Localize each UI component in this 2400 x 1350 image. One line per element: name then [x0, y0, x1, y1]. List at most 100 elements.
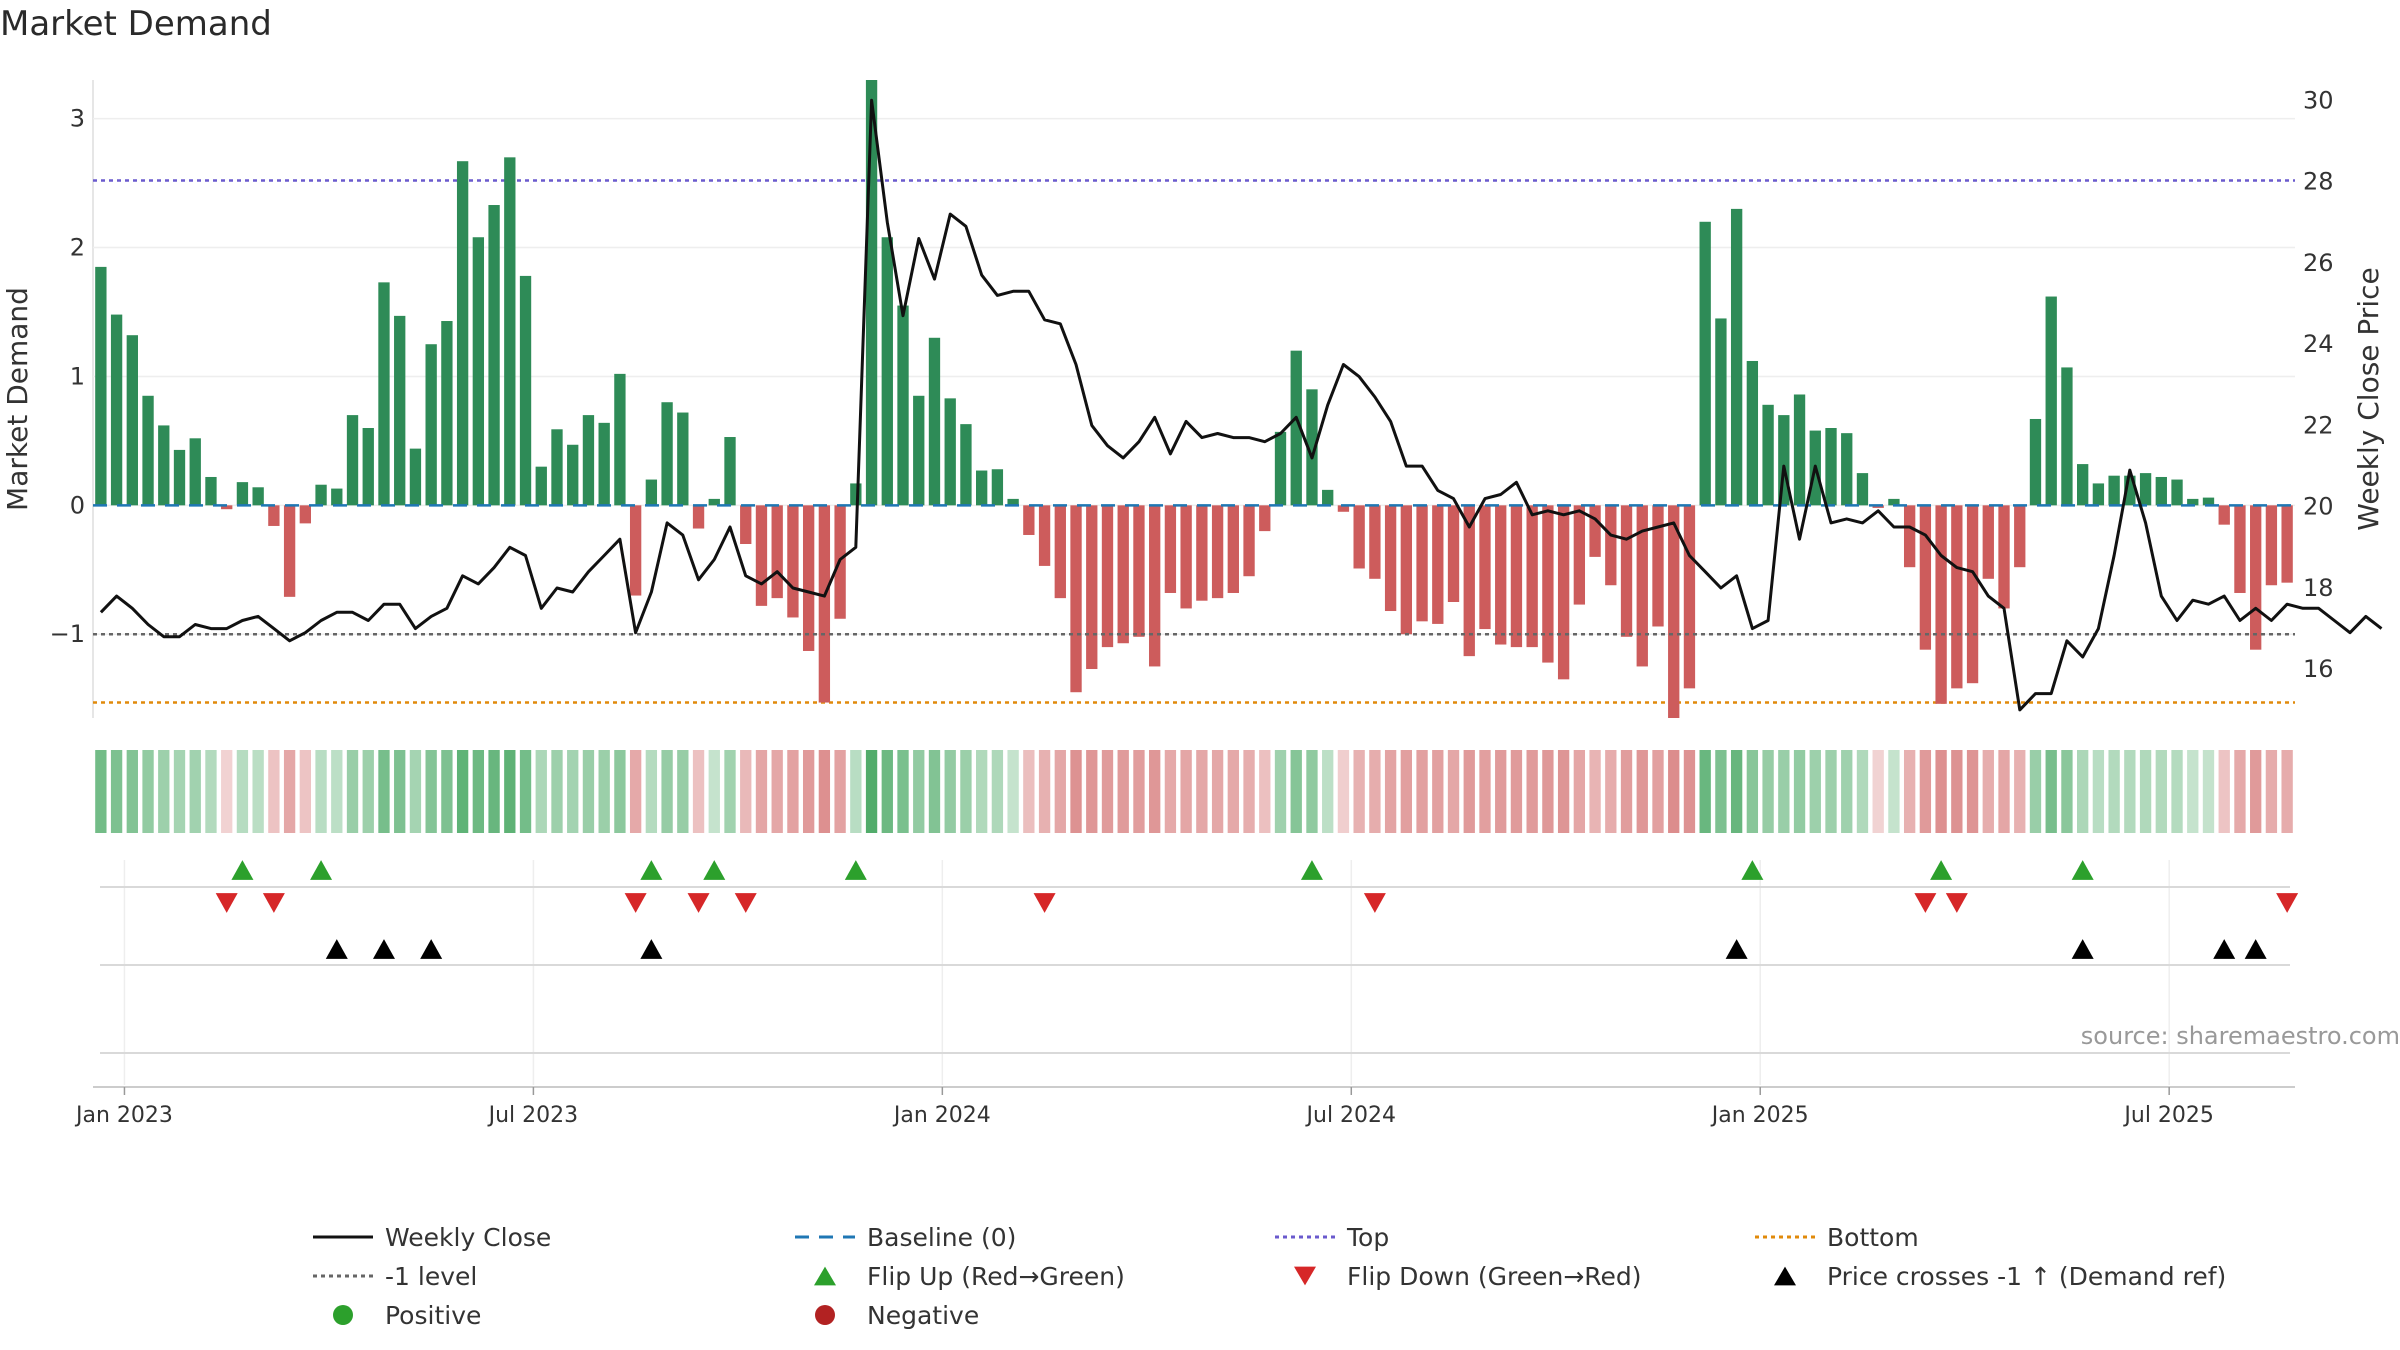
demand-bar	[221, 505, 233, 510]
heat-cell	[1322, 750, 1334, 833]
heat-cell	[283, 750, 296, 833]
demand-bar	[1526, 505, 1538, 648]
heat-cell	[205, 750, 217, 833]
demand-bar	[1510, 505, 1523, 648]
weekly-close-line	[99, 98, 2383, 712]
demand-bar	[1133, 505, 1145, 637]
cross-marker	[325, 939, 348, 959]
flip-up-marker	[703, 860, 726, 880]
legend-swatch	[814, 1266, 836, 1286]
demand-bar	[1699, 221, 1711, 506]
x-tick-label: Jul 2024	[1305, 1103, 1397, 1128]
demand-bar	[1935, 505, 1947, 704]
heat-cell	[236, 750, 249, 833]
demand-bar	[740, 505, 752, 544]
heat-cell	[110, 750, 123, 833]
heat-cell	[1998, 750, 2010, 833]
heat-cell	[1149, 750, 1161, 833]
heat-cell	[1070, 750, 1082, 833]
y-tick-label: 1	[70, 362, 85, 390]
heat-cell	[394, 750, 406, 833]
legend-label: Price crosses -1 ↑ (Demand ref)	[1827, 1262, 2226, 1291]
demand-bar	[598, 422, 610, 506]
heat-cell	[1384, 750, 1397, 833]
heat-cell	[802, 750, 815, 833]
heat-cell	[1495, 750, 1507, 833]
demand-bar	[2108, 475, 2120, 506]
y2-tick-label: 20	[2303, 493, 2334, 521]
heat-cell	[2061, 750, 2073, 833]
demand-bar	[944, 398, 956, 506]
heat-cell	[1447, 750, 1460, 833]
demand-bar	[110, 314, 123, 506]
demand-bar	[1086, 505, 1098, 670]
heat-cell	[1133, 750, 1145, 833]
heat-cell	[598, 750, 610, 833]
heat-cell	[2187, 750, 2199, 833]
demand-bar	[1652, 505, 1664, 627]
heat-cell	[850, 750, 862, 833]
demand-bar	[787, 505, 799, 618]
demand-bar	[1290, 350, 1302, 506]
heat-cell	[2155, 750, 2167, 833]
heat-cell	[472, 750, 485, 833]
heat-cell	[299, 750, 311, 833]
legend-label: Bottom	[1827, 1223, 1919, 1252]
cross-marker	[372, 939, 395, 959]
heat-cell	[221, 750, 233, 833]
y-tick-label: 2	[70, 234, 85, 262]
heat-cell	[661, 750, 673, 833]
demand-bar	[2029, 418, 2042, 506]
heat-cell	[95, 750, 107, 833]
demand-bar	[142, 395, 154, 506]
demand-bar	[1416, 505, 1428, 622]
cross-marker	[2244, 939, 2267, 959]
heat-cell	[1778, 750, 1790, 833]
heat-cell	[1180, 750, 1192, 833]
y2-tick-label: 28	[2303, 168, 2334, 196]
heat-cell	[677, 750, 689, 833]
flip-down-marker	[1945, 893, 1968, 913]
x-tick-label: Jul 2025	[2122, 1103, 2214, 1128]
legend-label: Baseline (0)	[867, 1223, 1016, 1252]
demand-bar	[567, 444, 579, 506]
demand-bar	[1384, 505, 1397, 612]
heat-cell	[504, 750, 516, 833]
y-tick-label: 0	[70, 491, 85, 519]
legend-item: Positive	[333, 1301, 481, 1330]
heat-cell	[1715, 750, 1727, 833]
heat-cell	[173, 750, 186, 833]
flip-up-marker	[1741, 860, 1764, 880]
flip-up-marker	[2071, 860, 2094, 880]
legend-swatch	[815, 1305, 835, 1325]
legend-label: Weekly Close	[385, 1223, 551, 1252]
demand-bar	[126, 335, 138, 506]
demand-bar	[1070, 505, 1082, 693]
heat-cell	[944, 750, 956, 833]
heat-cell	[456, 750, 469, 833]
cross-marker	[2071, 939, 2094, 959]
heat-cell	[2265, 750, 2278, 833]
demand-bar	[708, 498, 720, 506]
heat-cell	[189, 750, 201, 833]
heat-cell	[1841, 750, 1853, 833]
demand-bar	[173, 449, 186, 506]
demand-bar	[1982, 505, 1994, 579]
demand-bar	[1762, 404, 1774, 506]
demand-bar	[2171, 479, 2183, 506]
demand-bar	[2139, 473, 2152, 506]
heat-cell	[1526, 750, 1538, 833]
heat-cell	[991, 750, 1004, 833]
demand-bar	[1998, 505, 2010, 609]
flip-down-marker	[734, 893, 757, 913]
demand-bar	[441, 321, 453, 506]
demand-bar	[205, 476, 217, 506]
demand-bar	[913, 395, 925, 506]
y-axis-label: Market Demand	[1, 287, 34, 511]
demand-bar	[1620, 505, 1633, 637]
heat-cell	[708, 750, 720, 833]
heat-cell	[1416, 750, 1428, 833]
demand-bar	[519, 275, 532, 506]
flip-down-marker	[687, 893, 710, 913]
